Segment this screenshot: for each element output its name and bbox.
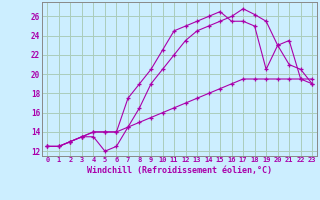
X-axis label: Windchill (Refroidissement éolien,°C): Windchill (Refroidissement éolien,°C) — [87, 166, 272, 175]
